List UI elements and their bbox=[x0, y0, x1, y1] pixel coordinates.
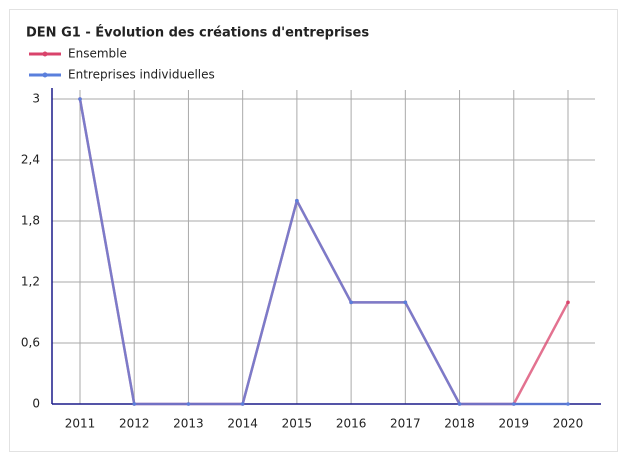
series-point bbox=[240, 402, 245, 406]
series-point bbox=[511, 402, 516, 406]
y-tick-label: 1,2 bbox=[21, 275, 40, 289]
series-line bbox=[78, 98, 568, 406]
series-point bbox=[78, 97, 82, 101]
series-point bbox=[403, 300, 408, 305]
y-tick-label: 0,6 bbox=[21, 336, 40, 350]
series-point bbox=[566, 402, 570, 406]
series-point bbox=[132, 402, 137, 406]
x-tick-label: 2015 bbox=[282, 417, 313, 431]
y-tick-label: 2,4 bbox=[21, 153, 40, 167]
y-tick-label: 0 bbox=[32, 397, 40, 411]
legend-label: Entreprises individuelles bbox=[68, 68, 215, 82]
legend-dot bbox=[42, 51, 48, 57]
series-point bbox=[457, 402, 462, 406]
legend-label: Ensemble bbox=[68, 47, 127, 61]
x-tick-label: 2011 bbox=[65, 417, 96, 431]
y-tick-label: 1,8 bbox=[21, 214, 40, 228]
y-tick-label: 3 bbox=[32, 92, 40, 106]
series-point bbox=[295, 198, 299, 203]
x-tick-label: 2020 bbox=[553, 417, 584, 431]
x-tick-label: 2018 bbox=[444, 417, 475, 431]
series-point bbox=[349, 300, 353, 305]
series-point bbox=[566, 300, 570, 305]
x-tick-label: 2013 bbox=[173, 417, 204, 431]
x-tick-label: 2014 bbox=[227, 417, 258, 431]
x-tick-label: 2012 bbox=[119, 417, 150, 431]
x-tick-label: 2017 bbox=[390, 417, 421, 431]
x-tick-label: 2016 bbox=[336, 417, 367, 431]
series-point bbox=[186, 402, 191, 406]
legend-dot bbox=[42, 72, 48, 78]
chart-title: DEN G1 - Évolution des créations d'entre… bbox=[26, 25, 369, 41]
x-tick-label: 2019 bbox=[499, 417, 530, 431]
